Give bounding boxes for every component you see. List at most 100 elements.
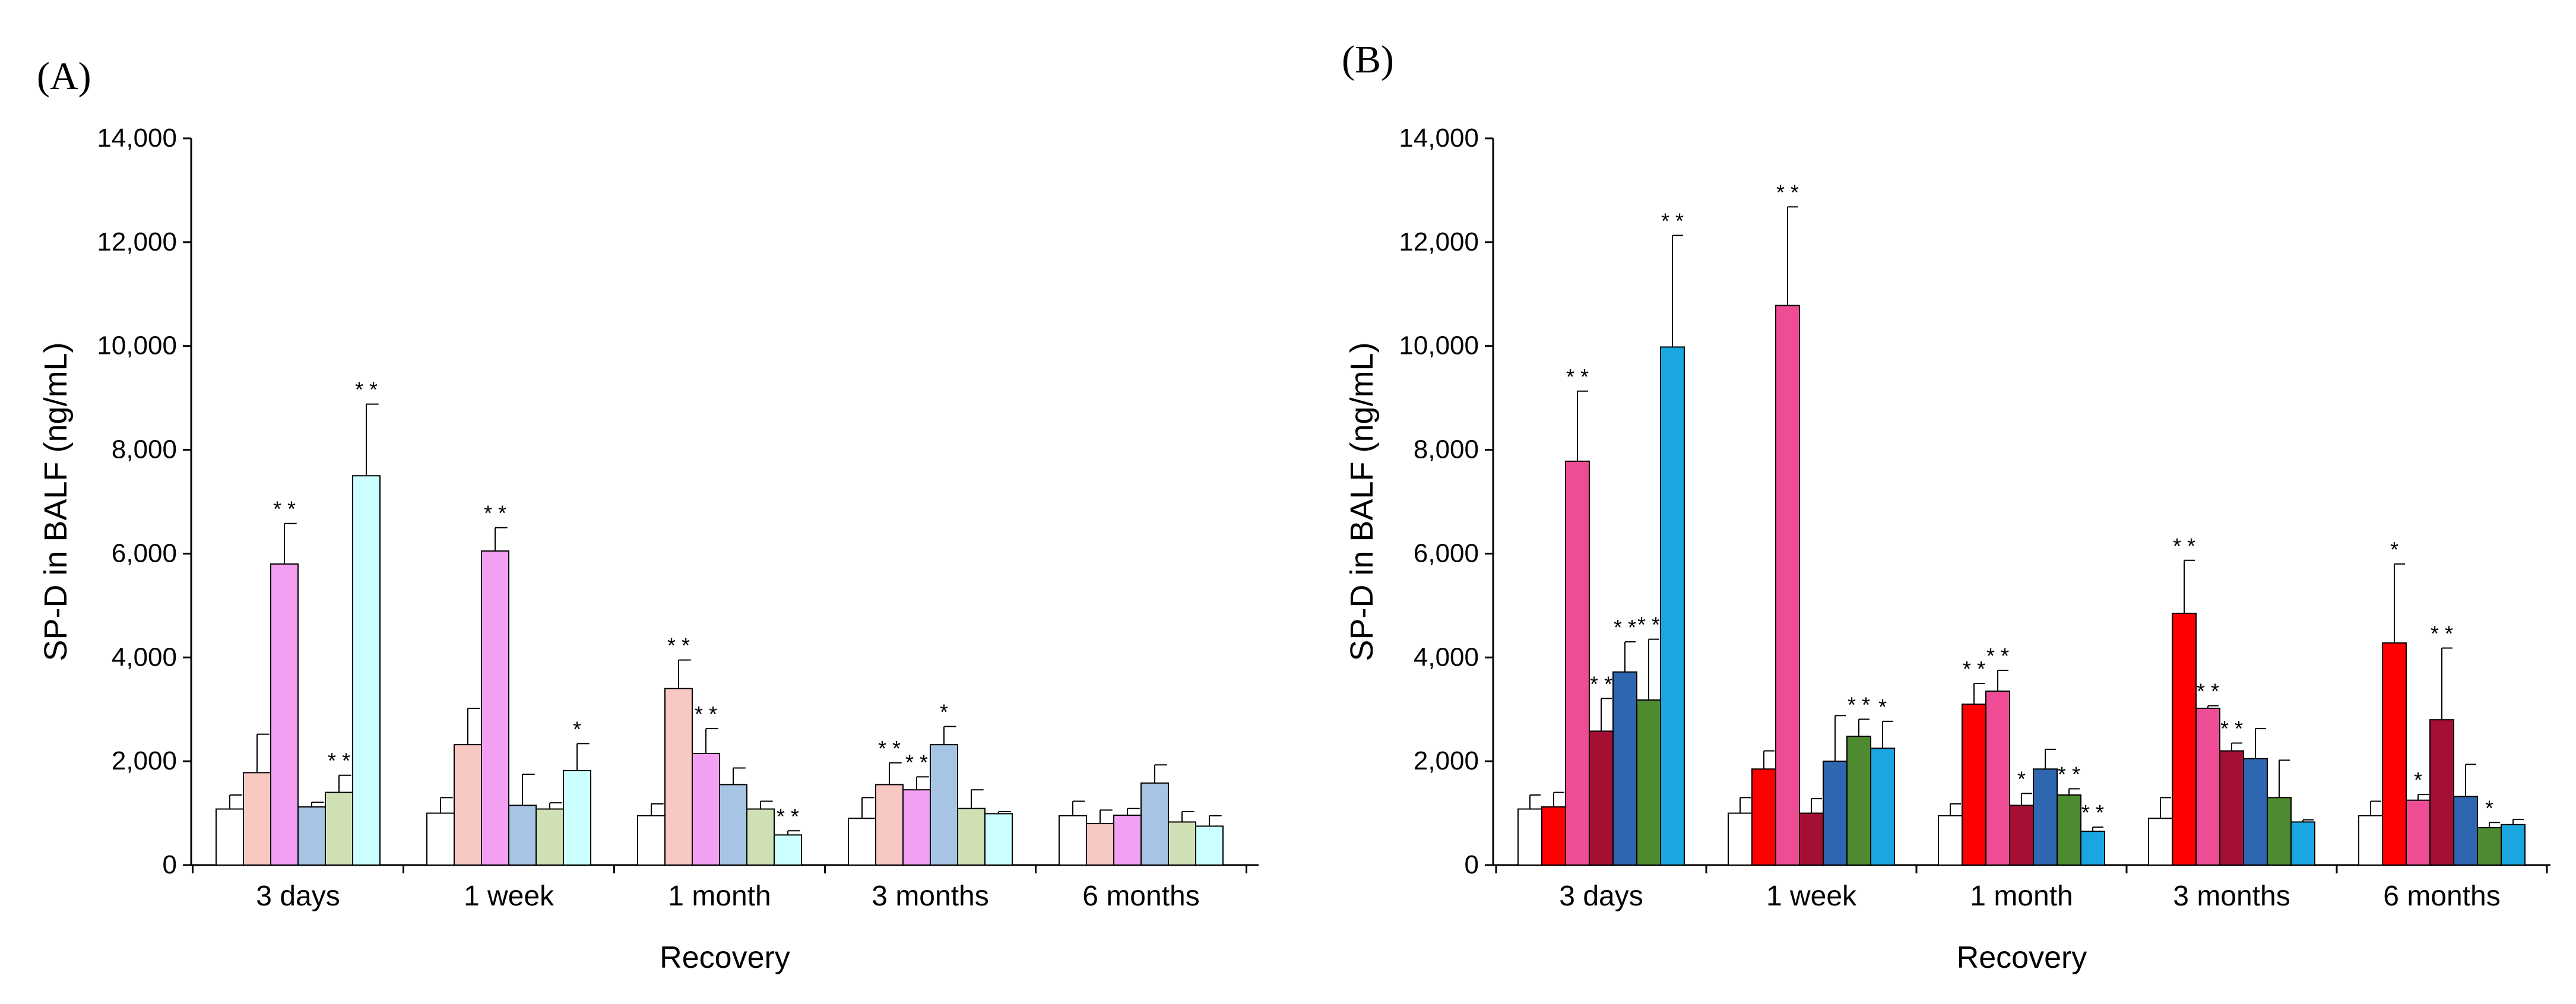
x-tick-label: 3 months	[2173, 881, 2290, 912]
x-tick-label: 3 months	[872, 881, 988, 912]
y-axis-label: SP-D in BALF (ng/mL)	[38, 342, 74, 661]
bar	[1113, 815, 1142, 866]
bar	[1985, 691, 2010, 866]
significance-mark: * *	[273, 497, 296, 521]
x-axis-label: Recovery	[1957, 940, 2087, 975]
panel-a-label: (A)	[37, 55, 91, 98]
bar	[664, 688, 693, 866]
significance-mark: *	[2390, 537, 2398, 562]
bar	[325, 791, 353, 866]
significance-mark: * *	[1566, 365, 1589, 389]
significance-mark: * *	[2431, 622, 2453, 646]
y-tick-label: 8,000	[1414, 435, 1479, 464]
bar	[1660, 346, 1685, 866]
y-tick-label: 0	[1465, 850, 1479, 879]
y-tick-label: 14,000	[97, 123, 177, 153]
y-tick-label: 12,000	[97, 227, 177, 256]
bar	[2172, 612, 2197, 866]
y-tick-label: 10,000	[1399, 331, 1479, 360]
bar	[270, 563, 299, 866]
bar	[1846, 736, 1871, 866]
bar	[1823, 761, 1848, 866]
bar	[1086, 823, 1114, 866]
significance-mark: *	[2017, 767, 2026, 791]
bar	[2057, 794, 2081, 866]
significance-mark: *	[573, 717, 581, 741]
y-tick-label: 6,000	[1414, 539, 1479, 568]
bar	[848, 818, 876, 866]
bar	[2477, 827, 2502, 866]
x-tick-label: 6 months	[2383, 881, 2500, 912]
significance-mark: * *	[1637, 613, 1660, 637]
significance-mark: * *	[905, 750, 928, 774]
bar	[2501, 824, 2526, 866]
bar	[243, 772, 271, 866]
x-tick-label: 1 month	[1970, 881, 2073, 912]
bar	[2195, 707, 2220, 866]
bar	[774, 834, 802, 866]
bar	[1565, 460, 1590, 866]
significance-mark: * *	[2058, 762, 2080, 786]
bar	[2219, 750, 2244, 866]
bar	[692, 753, 720, 866]
bar	[481, 550, 509, 866]
x-tick-label: 1 week	[1766, 881, 1857, 912]
bar	[1870, 748, 1895, 866]
bar	[1168, 821, 1196, 866]
bar	[1962, 703, 1986, 866]
bar	[1195, 825, 1224, 866]
bar	[2033, 768, 2058, 866]
y-tick-label: 2,000	[112, 746, 177, 775]
significance-mark: *	[940, 700, 948, 724]
significance-mark: * *	[667, 634, 690, 658]
bar	[957, 807, 986, 866]
bar	[1938, 815, 1963, 866]
x-tick-label: 3 days	[256, 881, 340, 912]
x-tick-label: 1 month	[668, 881, 771, 912]
bar	[637, 815, 666, 866]
bar	[1140, 782, 1169, 866]
bar	[719, 784, 747, 866]
bar	[352, 475, 381, 866]
bar	[2429, 719, 2454, 866]
x-tick-label: 6 months	[1082, 881, 1199, 912]
bar	[2382, 642, 2407, 866]
y-tick-label: 10,000	[97, 331, 177, 360]
y-tick-label: 8,000	[112, 435, 177, 464]
y-tick-label: 12,000	[1399, 227, 1479, 256]
bar	[426, 812, 455, 866]
significance-mark: * *	[2081, 800, 2104, 825]
significance-mark: * *	[1661, 208, 1684, 233]
bar	[216, 808, 244, 866]
bar	[2406, 799, 2431, 866]
bar	[875, 784, 904, 866]
bar	[2453, 796, 2478, 866]
significance-mark: * *	[484, 501, 506, 525]
y-tick-label: 14,000	[1399, 123, 1479, 153]
significance-mark: * *	[1963, 657, 1985, 681]
bar	[2243, 758, 2268, 866]
significance-mark: * *	[1986, 644, 2009, 668]
panel-a-plot: 0 2,000 4,000 6,000 8,000 10,000 12,000 14,000 3…	[38, 123, 1259, 975]
bar	[1541, 806, 1566, 866]
bar	[2290, 821, 2315, 866]
bar	[902, 789, 931, 866]
bar	[1751, 768, 1776, 866]
y-tick-label: 4,000	[112, 642, 177, 672]
panel-a: (A) 0 2,000 4,000 6,000 8,000 10,000 12,000 14,…	[37, 55, 1259, 975]
bar	[746, 808, 775, 866]
significance-mark: * *	[695, 702, 717, 726]
significance-mark: *	[1878, 695, 1887, 719]
x-axis-label: Recovery	[660, 940, 790, 975]
bar	[930, 744, 958, 866]
bar	[1728, 812, 1753, 866]
bar	[2009, 805, 2034, 866]
significance-mark: * *	[1614, 615, 1636, 639]
bar	[1636, 699, 1661, 866]
bar	[563, 769, 591, 866]
bar	[297, 806, 326, 866]
y-tick-label: 6,000	[112, 539, 177, 568]
bar	[1517, 808, 1542, 866]
significance-mark: *	[2485, 796, 2493, 820]
significance-mark: * *	[2173, 534, 2195, 558]
